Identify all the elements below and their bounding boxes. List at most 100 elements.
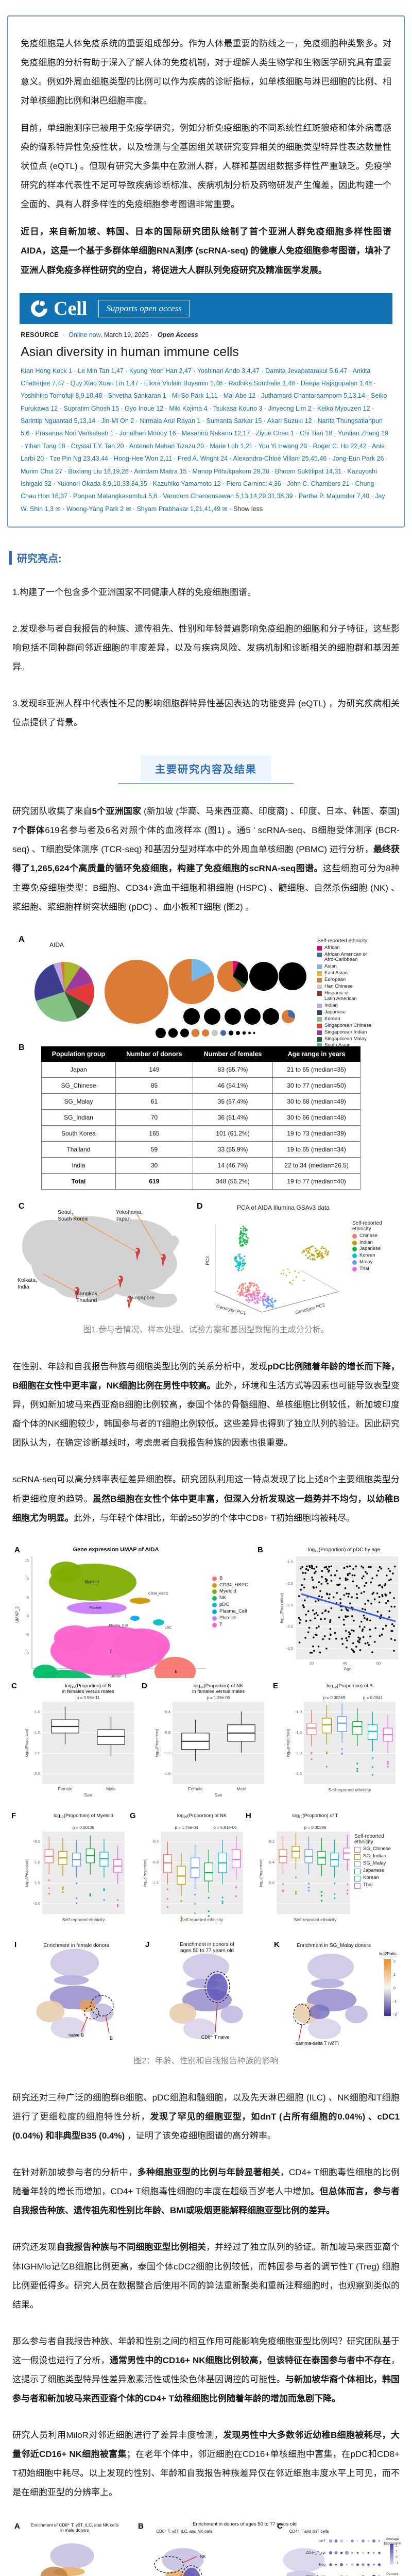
legend-item: SG_Indian — [354, 1854, 402, 1860]
heading-accent-bar — [9, 551, 12, 565]
legend-item: Chinese — [352, 1233, 402, 1239]
svg-text:C: C — [11, 1682, 17, 1690]
svg-text:log₁₀(Proportion): log₁₀(Proportion) — [154, 1728, 159, 1757]
svg-text:Percent: Percent — [386, 2572, 399, 2576]
svg-text:Age: Age — [344, 1666, 351, 1671]
population-table: Population group Number of donors Number o… — [41, 1046, 360, 1190]
svg-text:log₁₀(Proportion) of T: log₁₀(Proportion) of T — [293, 1813, 338, 1819]
svg-text:-1.2: -1.2 — [164, 1751, 170, 1755]
figure-1-caption: 图1.参与者情况、样本处理、试验方案和基因型数据的主成分分析。 — [15, 1324, 397, 1337]
svg-text:p = 3.56e-11: p = 3.56e-11 — [77, 1696, 100, 1700]
svg-text:B: B — [175, 1669, 177, 1674]
cell-banner: Cell Supports open access — [20, 293, 392, 324]
asia-map — [13, 1206, 188, 1316]
svg-text:I: I — [14, 1940, 16, 1949]
svg-text:A: A — [14, 1546, 20, 1554]
svg-text:p = 0.00269: p = 0.00269 — [323, 1696, 346, 1700]
svg-text:J: J — [145, 1940, 149, 1949]
paragraph-interact: 那么参与者自我报告种族、年龄和性别之间的相互作用可能影响免疫细胞亚型比例吗？研究… — [12, 2332, 400, 2408]
figure-2-canvas: A Gene expression UMAP of AIDA 15 10 5 0 -5 -10… — [10, 1545, 402, 2047]
legend-title: Self-reported ethnicity — [352, 1221, 402, 1232]
svg-text:1: 1 — [393, 1972, 396, 1977]
cell-logo-text: Cell — [54, 297, 87, 320]
svg-text:log₁₀(Proportion): log₁₀(Proportion) — [24, 1858, 29, 1887]
legend-item: CD34_HSPC — [212, 1583, 256, 1588]
svg-text:T: T — [109, 1649, 112, 1655]
figure-2: A Gene expression UMAP of AIDA 15 10 5 0 -5 -10… — [0, 1545, 412, 2068]
legend-item: African — [317, 945, 402, 951]
svg-text:Genotype PC2: Genotype PC2 — [295, 1302, 325, 1315]
svg-text:G: G — [130, 1811, 136, 1820]
paragraph-fig1after: 在性别、年龄和自我报告种族与细胞类型比例的关系分析中，发现pDC比例随着年龄的增… — [12, 1357, 400, 1452]
legend-item: T — [212, 1622, 256, 1628]
author-list[interactable]: Kian Hong Kock 1 · Le Min Tan 1,47 · Kyu… — [21, 365, 391, 516]
svg-text:-5: -5 — [26, 1633, 29, 1637]
map-label-seoul: Seoul, South Korea — [58, 1209, 88, 1223]
legend-item: Indian — [352, 1240, 402, 1246]
legend-item: Japanese — [354, 1868, 402, 1874]
intro-section: 免疫细胞是人体免疫系统的重要组成部分。作为人体最重要的防线之一，免疫细胞种类繁多… — [7, 15, 405, 528]
svg-text:Self-reported ethnicity: Self-reported ethnicity — [294, 1917, 337, 1922]
svg-text:-0.4: -0.4 — [152, 1839, 159, 1844]
online-now-link[interactable]: Online now, — [68, 331, 102, 338]
svg-text:-1: -1 — [396, 2561, 399, 2565]
svg-text:CD4+_T_cyt: CD4+_T_cyt — [306, 2551, 325, 2555]
svg-text:gamma-delta T (γδT): gamma-delta T (γδT) — [296, 2041, 339, 2045]
cell-logo: Cell — [29, 297, 87, 320]
svg-text:Enrichment in donors of: Enrichment in donors of — [180, 1942, 234, 1947]
svg-text:p = 1.26e-05: p = 1.26e-05 — [207, 1696, 230, 1700]
svg-text:-1.0: -1.0 — [33, 1709, 40, 1714]
umap-and-age-scatter: A Gene expression UMAP of AIDA151050-5-10… — [10, 1545, 402, 1678]
legend-item: European — [317, 977, 402, 983]
svg-text:Self-reported ethnicity: Self-reported ethnicity — [62, 1917, 105, 1922]
legend-item: Myeloid — [212, 1589, 256, 1595]
legend-item: Korean — [352, 1253, 402, 1259]
show-less-link[interactable]: Show less — [233, 505, 263, 513]
svg-text:Female: Female — [58, 1786, 73, 1791]
svg-text:Male: Male — [236, 1786, 246, 1791]
svg-text:UMAP_2: UMAP_2 — [15, 1606, 20, 1623]
paragraph-ethnic: 研究还发现自我报告种族与不同细胞亚型比例相关，并经过了独立队列的验证。新加坡马来… — [12, 2238, 400, 2314]
svg-text:-10: -10 — [24, 1652, 29, 1655]
legend-item: Hispanic or Latin American — [317, 991, 402, 1002]
svg-text:Sex: Sex — [84, 1792, 92, 1798]
svg-text:B: B — [138, 2522, 144, 2531]
svg-text:in females versus males: in females versus males — [62, 1689, 114, 1694]
legend-item: SG_Malay — [354, 1861, 402, 1867]
paragraph-fine: 研究还对三种广泛的细胞群B细胞、pDC细胞和髓细胞，以及先天淋巴细胞 (ILC)… — [12, 2088, 400, 2145]
svg-text:2: 2 — [393, 1959, 396, 1963]
svg-text:Self-reported ethnicity: Self-reported ethnicity — [329, 1787, 371, 1792]
svg-text:log₁₀(Proportion) of Myeloid: log₁₀(Proportion) of Myeloid — [54, 1813, 113, 1819]
svg-text:naive B: naive B — [68, 2032, 84, 2038]
svg-text:Genotype PC1: Genotype PC1 — [216, 1303, 247, 1316]
svg-text:-1: -1 — [393, 1999, 397, 2004]
svg-text:Gene expression UMAP of AIDA: Gene expression UMAP of AIDA — [73, 1547, 159, 1553]
svg-text:-3.0: -3.0 — [286, 1624, 293, 1629]
svg-text:-2: -2 — [393, 2012, 397, 2017]
legend-item: Asian — [317, 964, 402, 970]
legend-item: Indian — [317, 1003, 402, 1009]
figure-3-canvas: A Enrichment of CD8⁺ T, γδT, ILC, and NK … — [10, 2519, 402, 2576]
legend-item: pDC — [212, 1602, 256, 1608]
figure-3: A Enrichment of CD8⁺ T, γδT, ILC, and NK … — [0, 2519, 412, 2576]
legend-item: Platelet — [212, 1616, 256, 1621]
umap-legend: B CD34_HSPC Myeloid NK pDC Plasma_Cell Platele… — [212, 1575, 256, 1629]
svg-text:0: 0 — [27, 1615, 29, 1618]
svg-text:Sex: Sex — [215, 1792, 222, 1798]
svg-text:-1.5: -1.5 — [33, 1730, 40, 1735]
article-meta: RESOURCE · Online now, March 19, 2025 · … — [21, 331, 391, 338]
pca-legend: Self-reported ethnicity Chinese Indian Jap… — [352, 1221, 402, 1274]
svg-text:0: 0 — [396, 2555, 398, 2559]
svg-text:-1.0: -1.0 — [295, 1709, 302, 1714]
intro-paragraph-3: 近日，来自新加坡、韩国、日本的国际研究团队绘制了首个亚洲人群免疫细胞多样性图谱A… — [21, 222, 391, 279]
highlight-item-1: 1.构建了一个包含多个亚洲国家不同健康人群的免疫细胞图谱。 — [12, 583, 400, 602]
svg-text:p = 0.00139: p = 0.00139 — [73, 1825, 95, 1830]
map-label-kolkata: Kolkata, India — [18, 1277, 37, 1291]
svg-text:-2.0: -2.0 — [33, 1751, 40, 1755]
svg-text:Treg: Treg — [318, 2563, 325, 2567]
article-page: 免疫细胞是人体免疫系统的重要组成部分。作为人体最重要的防线之一，免疫细胞种类繁多… — [0, 15, 412, 2576]
svg-text:-0.8: -0.8 — [164, 1730, 170, 1735]
cell-logo-icon — [29, 298, 49, 319]
